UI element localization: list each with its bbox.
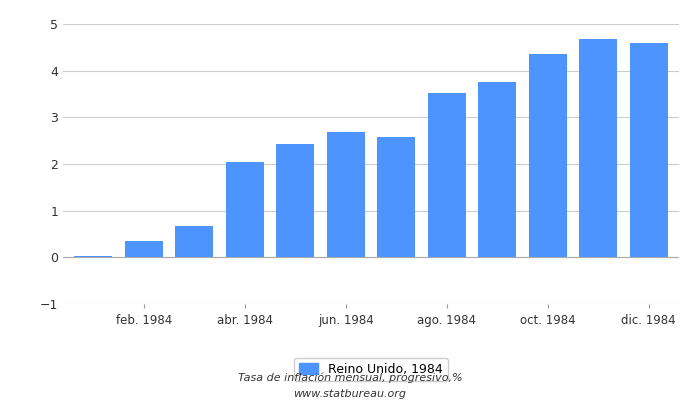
Bar <box>377 138 415 257</box>
Bar <box>528 54 567 257</box>
Bar <box>428 93 466 257</box>
Bar <box>125 241 162 257</box>
Text: Tasa de inflación mensual, progresivo,%: Tasa de inflación mensual, progresivo,% <box>238 373 462 383</box>
Bar <box>74 256 112 257</box>
Bar <box>226 162 264 257</box>
Bar <box>580 39 617 257</box>
Bar <box>175 226 214 257</box>
Text: www.statbureau.org: www.statbureau.org <box>293 389 407 399</box>
Legend: Reino Unido, 1984: Reino Unido, 1984 <box>294 358 448 381</box>
Bar <box>478 82 516 257</box>
Bar <box>327 132 365 257</box>
Bar <box>630 43 668 257</box>
Bar <box>276 144 314 257</box>
